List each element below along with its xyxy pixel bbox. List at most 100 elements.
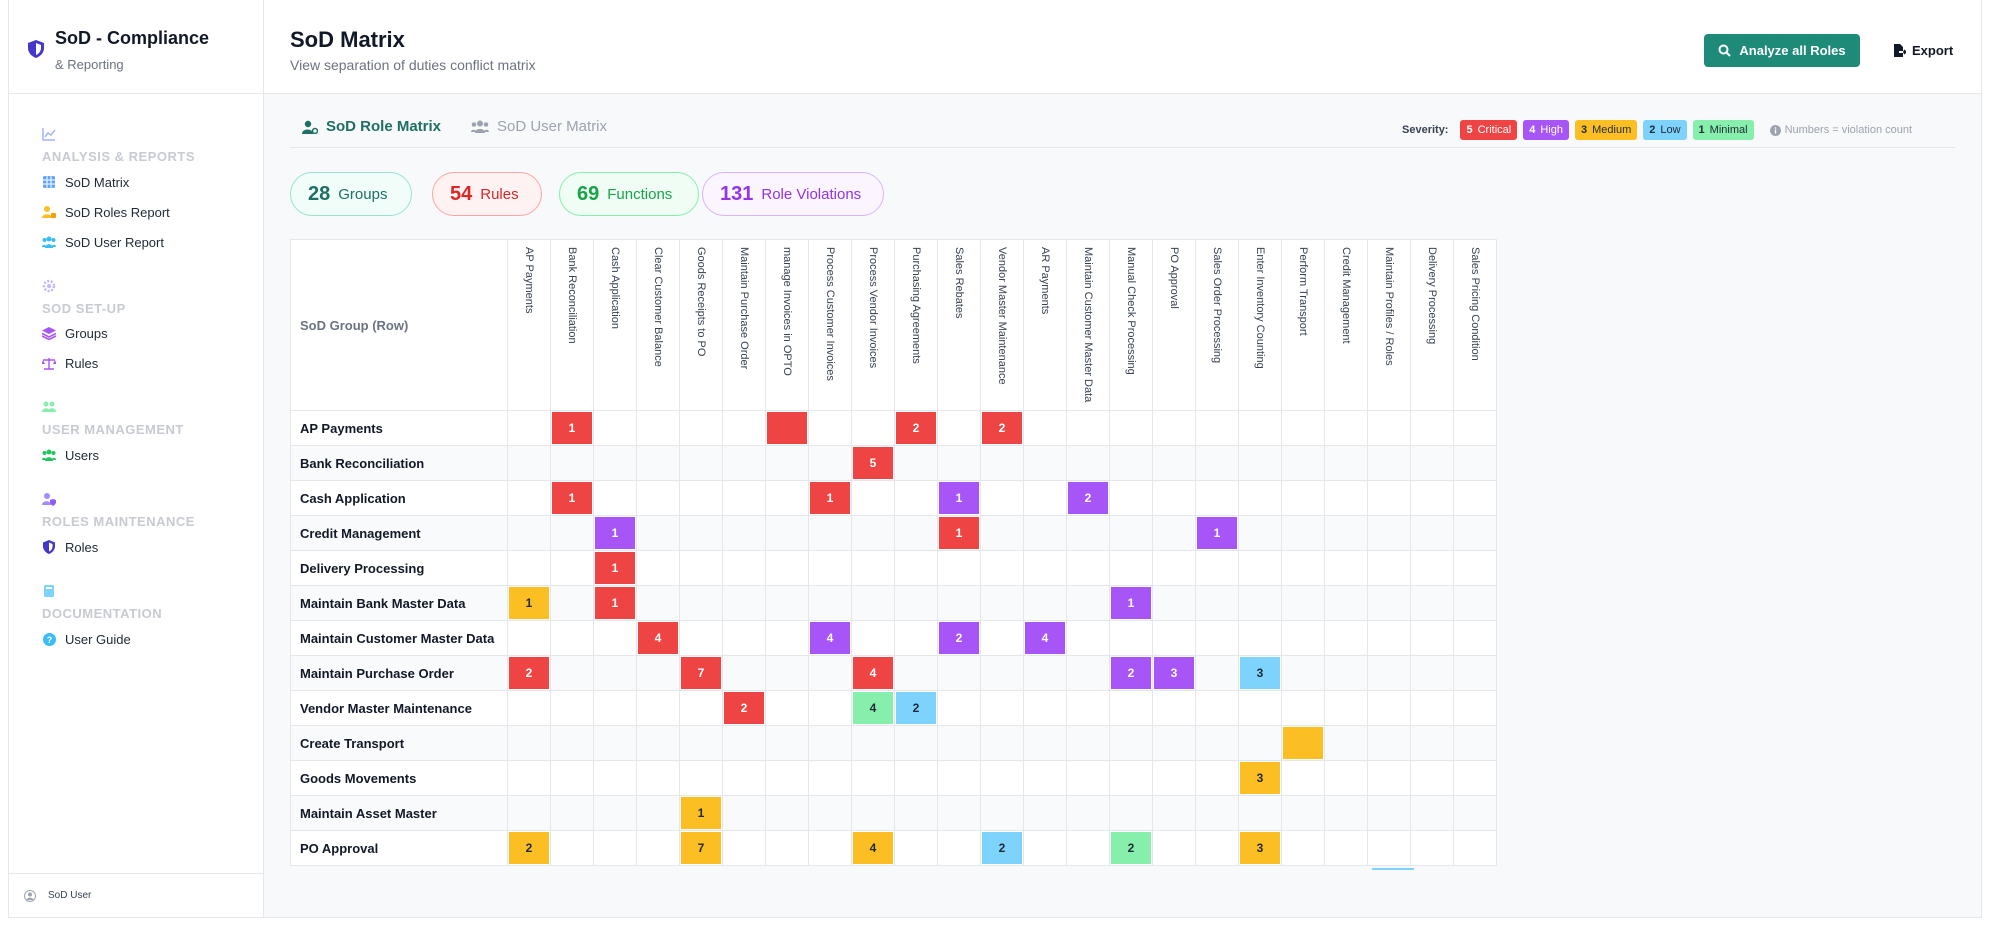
violation-badge[interactable]: 3: [1240, 762, 1280, 794]
matrix-cell[interactable]: [1281, 725, 1325, 761]
tab-sod-user-matrix[interactable]: SoD User Matrix: [471, 118, 607, 135]
matrix-cell[interactable]: 2: [980, 410, 1024, 446]
matrix-cell[interactable]: 2: [1109, 655, 1153, 691]
sidebar-item-roles[interactable]: Roles: [42, 537, 98, 557]
violation-badge[interactable]: 2: [982, 832, 1022, 864]
matrix-cell[interactable]: 2: [507, 830, 551, 866]
violation-badge[interactable]: 4: [853, 692, 893, 724]
matrix-cell[interactable]: 2: [937, 620, 981, 656]
matrix-cell[interactable]: 4: [851, 690, 895, 726]
matrix-cell[interactable]: 1: [550, 410, 594, 446]
matrix-cell[interactable]: 4: [808, 620, 852, 656]
export-button[interactable]: Export: [1886, 34, 1961, 67]
violation-badge[interactable]: 1: [1111, 587, 1151, 619]
analyze-all-roles-button[interactable]: Analyze all Roles: [1704, 34, 1860, 67]
matrix-cell[interactable]: 1: [593, 515, 637, 551]
violation-badge[interactable]: 4: [638, 622, 678, 654]
sidebar-footer[interactable]: SoD User: [9, 873, 263, 917]
matrix-cell[interactable]: 3: [1238, 830, 1282, 866]
violation-badge[interactable]: 1: [939, 482, 979, 514]
svg-text:?: ?: [46, 635, 52, 645]
matrix-cell[interactable]: 2: [722, 690, 766, 726]
matrix-cell[interactable]: 2: [980, 830, 1024, 866]
matrix-cell[interactable]: 1: [593, 550, 637, 586]
violation-badge[interactable]: 4: [853, 832, 893, 864]
violation-badge[interactable]: 2: [1068, 482, 1108, 514]
violation-badge[interactable]: 5: [853, 447, 893, 479]
violation-badge[interactable]: 1: [810, 482, 850, 514]
sidebar-item-users[interactable]: Users: [42, 445, 99, 465]
tab-sod-role-matrix[interactable]: SoD Role Matrix: [302, 118, 441, 135]
matrix-cell[interactable]: 4: [851, 655, 895, 691]
violation-badge[interactable]: 3: [1240, 657, 1280, 689]
matrix-cell[interactable]: 1: [808, 480, 852, 516]
violation-badge[interactable]: 1: [595, 587, 635, 619]
matrix-cell[interactable]: 3: [1152, 655, 1196, 691]
matrix-cell[interactable]: 3: [1238, 655, 1282, 691]
matrix-cell[interactable]: 2: [1109, 830, 1153, 866]
violation-badge[interactable]: 7: [681, 832, 721, 864]
violation-badge[interactable]: 1: [509, 587, 549, 619]
matrix-cell[interactable]: 2: [507, 655, 551, 691]
violation-badge[interactable]: 2: [896, 692, 936, 724]
violation-badge[interactable]: 2: [896, 412, 936, 444]
matrix-cell[interactable]: 2: [894, 690, 938, 726]
matrix-cell[interactable]: 4: [851, 830, 895, 866]
matrix-cell: [507, 725, 551, 761]
violation-badge[interactable]: 1: [681, 797, 721, 829]
sidebar-item-rules[interactable]: Rules: [42, 353, 98, 373]
matrix-row: Cash Application 1 1 1 2: [290, 480, 1497, 516]
matrix-cell: [1410, 480, 1454, 516]
matrix-column-header: Bank Reconciliation: [550, 239, 594, 411]
violation-badge[interactable]: [1283, 727, 1323, 759]
matrix-cell[interactable]: 1: [937, 515, 981, 551]
matrix-cell[interactable]: 2: [894, 410, 938, 446]
matrix-cell[interactable]: 7: [679, 655, 723, 691]
matrix-cell[interactable]: 1: [593, 585, 637, 621]
matrix-cell[interactable]: 1: [679, 795, 723, 831]
violation-badge[interactable]: 1: [552, 412, 592, 444]
sidebar-item-user-guide[interactable]: ? User Guide: [42, 629, 131, 649]
violation-badge[interactable]: 2: [724, 692, 764, 724]
matrix-cell[interactable]: 1: [1195, 515, 1239, 551]
violation-badge[interactable]: 4: [810, 622, 850, 654]
violation-badge[interactable]: 2: [939, 622, 979, 654]
matrix-cell[interactable]: 1: [1109, 585, 1153, 621]
sidebar-item-groups[interactable]: Groups: [42, 323, 108, 343]
violation-badge[interactable]: 2: [982, 412, 1022, 444]
matrix-cell: [1410, 795, 1454, 831]
matrix-cell: [722, 515, 766, 551]
sidebar-item-sod-matrix[interactable]: SoD Matrix: [42, 172, 129, 192]
severity-note: Numbers = violation count: [1769, 124, 1912, 136]
violation-badge[interactable]: 1: [595, 517, 635, 549]
severity-level-label: Critical: [1477, 124, 1512, 136]
matrix-cell: [1410, 725, 1454, 761]
violation-badge[interactable]: 1: [1197, 517, 1237, 549]
violation-badge[interactable]: 2: [1111, 657, 1151, 689]
sidebar-item-sod-user-report[interactable]: SoD User Report: [42, 232, 164, 252]
violation-badge[interactable]: 2: [509, 832, 549, 864]
violation-badge[interactable]: 3: [1154, 657, 1194, 689]
matrix-cell[interactable]: 4: [636, 620, 680, 656]
sidebar-item-sod-roles-report[interactable]: SoD Roles Report: [42, 202, 170, 222]
violation-badge[interactable]: 4: [1025, 622, 1065, 654]
violation-badge[interactable]: 2: [1111, 832, 1151, 864]
violation-badge[interactable]: 7: [681, 657, 721, 689]
violation-badge[interactable]: 3: [1240, 832, 1280, 864]
violation-badge[interactable]: 1: [552, 482, 592, 514]
matrix-cell[interactable]: 1: [507, 585, 551, 621]
violation-badge[interactable]: 1: [595, 552, 635, 584]
violation-badge[interactable]: [767, 412, 807, 444]
matrix-cell: [1453, 410, 1497, 446]
matrix-cell[interactable]: 2: [1066, 480, 1110, 516]
violation-badge[interactable]: 4: [853, 657, 893, 689]
matrix-cell[interactable]: 5: [851, 445, 895, 481]
violation-badge[interactable]: 2: [509, 657, 549, 689]
matrix-cell[interactable]: 1: [550, 480, 594, 516]
matrix-cell[interactable]: [765, 410, 809, 446]
matrix-cell[interactable]: 1: [937, 480, 981, 516]
violation-badge[interactable]: 1: [939, 517, 979, 549]
matrix-cell[interactable]: 4: [1023, 620, 1067, 656]
matrix-cell[interactable]: 3: [1238, 760, 1282, 796]
matrix-cell[interactable]: 7: [679, 830, 723, 866]
